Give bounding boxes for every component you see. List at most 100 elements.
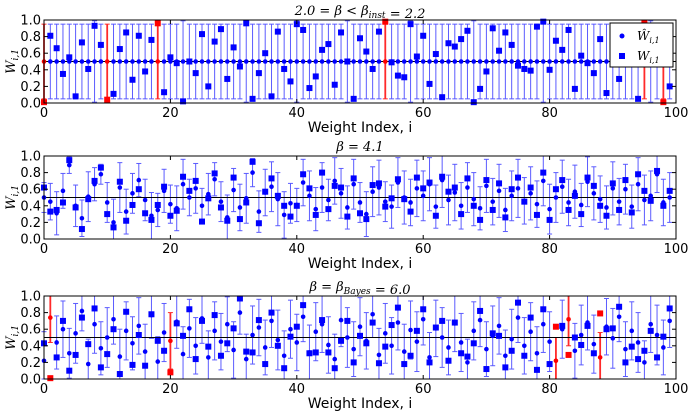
chart-2-true-weight-point-75 [515, 174, 521, 181]
chart-2-estimate-point-90 [610, 186, 616, 191]
chart-3-true-weight-point-61 [426, 359, 433, 366]
chart-2-true-weight-point-21 [173, 207, 180, 214]
chart-3-estimate-point-46 [332, 356, 338, 362]
chart-2-estimate-point-42 [307, 193, 312, 199]
chart-3-true-weight-point-58 [407, 352, 414, 359]
chart-3-estimate-point-30 [231, 347, 236, 353]
chart-2-estimate-point-69 [477, 205, 483, 211]
chart-2-true-weight-point-38 [281, 202, 288, 209]
chart-3-true-weight-point-70 [483, 366, 490, 373]
chart-2-estimate-point-38 [281, 212, 287, 218]
chart-2-true-weight-point-57 [401, 196, 408, 203]
chart-2-true-weight-point-32 [243, 199, 250, 206]
chart-1-estimate-point-49 [351, 59, 356, 64]
chart-2-xlabel: Weight Index, i [308, 256, 413, 272]
chart-3-true-weight-point-39 [287, 333, 294, 340]
chart-2-true-weight-point-20 [167, 212, 174, 219]
chart-2-estimate-point-60 [420, 193, 426, 199]
chart-3-estimate-point-96 [648, 321, 654, 327]
chart-2-ytick-label-3: 0.6 [20, 183, 41, 198]
chart-1-true-weight-point-83 [565, 26, 572, 33]
chart-2-estimate-point-4 [66, 162, 72, 168]
chart-3-true-weight-point-47 [338, 337, 345, 344]
chart-2-true-weight-point-47 [338, 184, 345, 191]
chart-2-true-weight-point-30 [230, 174, 237, 181]
chart-1-true-weight-point-40 [293, 21, 300, 28]
chart-2-estimate-point-94 [635, 181, 641, 187]
chart-2-true-weight-point-71 [489, 206, 496, 213]
chart-2-true-weight-point-78 [533, 211, 540, 218]
chart-2-xtick-label-0: 0 [40, 242, 48, 257]
chart-2-estimate-point-93 [629, 204, 635, 209]
chart-1-estimate-point-44 [319, 59, 325, 64]
chart-1-estimate-point-56 [395, 59, 401, 64]
chart-2-true-weight-point-45 [325, 206, 332, 213]
chart-1-true-weight-point-47 [338, 29, 345, 36]
chart-2-xtick-label-5: 100 [664, 242, 689, 257]
chart-3-estimate-point-73 [503, 353, 508, 359]
chart-2-estimate-point-25 [199, 203, 205, 209]
chart-2-estimate-point-78 [534, 201, 540, 207]
chart-3-true-weight-point-23 [186, 306, 193, 313]
chart-2-estimate-point-3 [60, 188, 66, 194]
chart-3-estimate-point-93 [629, 328, 635, 334]
chart-2-true-weight-point-34 [255, 220, 262, 227]
chart-2-true-weight-point-94 [635, 171, 642, 178]
chart-1-true-weight-point-62 [432, 51, 439, 58]
chart-3-estimate-point-29 [224, 321, 230, 327]
chart-3-true-weight-point-28 [217, 352, 224, 359]
chart-1-estimate-point-16 [142, 59, 148, 64]
chart-3-true-weight-point-78 [533, 366, 540, 373]
chart-2-true-weight-point-82 [559, 177, 566, 184]
chart-2-ytick-label-2: 0.4 [20, 199, 41, 214]
chart-1-true-weight-point-37 [274, 28, 281, 35]
chart-2-estimate-point-58 [408, 200, 413, 205]
chart-3-true-weight-point-42 [306, 350, 313, 357]
chart-2-estimate-point-85 [578, 202, 584, 208]
chart-2-estimate-point-66 [458, 203, 464, 209]
chart-2-title: β = 4.1 [335, 140, 383, 155]
chart-3-estimate-point-31 [237, 310, 243, 315]
chart-1-true-weight-point-75 [515, 62, 521, 69]
chart-1-true-weight-point-30 [230, 44, 237, 51]
chart-2-true-weight-point-25 [199, 218, 205, 225]
chart-1-estimate-point-66 [458, 59, 464, 64]
chart-3-true-weight-point-11 [110, 326, 117, 333]
chart-1-true-weight-point-57 [401, 74, 408, 81]
chart-1-xtick-label-5: 100 [664, 106, 689, 121]
chart-1-estimate-point-36 [269, 59, 274, 64]
chart-2-true-weight-point-52 [369, 182, 376, 189]
chart-1-estimate-point-18 [155, 59, 161, 64]
chart-1-estimate-point-8 [92, 59, 97, 64]
chart-1-true-weight-point-95 [641, 19, 648, 26]
chart-2-true-weight-point-70 [483, 177, 490, 184]
chart-2-estimate-point-51 [364, 211, 369, 217]
chart-3-true-weight-point-43 [312, 349, 319, 356]
chart-2-true-weight-point-65 [451, 184, 458, 191]
chart-2-true-weight-point-83 [565, 206, 572, 213]
chart-1-true-weight-point-10 [104, 96, 111, 103]
chart-1-true-weight-point-17 [148, 36, 155, 43]
chart-3-xlabel: Weight Index, i [308, 396, 413, 412]
chart-3-true-weight-point-52 [369, 319, 376, 326]
chart-2-true-weight-point-16 [142, 210, 149, 217]
chart-3-estimate-point-48 [345, 335, 350, 340]
chart-2-true-weight-point-26 [205, 195, 212, 202]
chart-1-true-weight-point-18 [154, 20, 161, 27]
chart-3-true-weight-point-29 [224, 340, 231, 347]
chart-3-estimate-point-67 [465, 360, 470, 365]
chart-2-true-weight-point-46 [331, 182, 338, 189]
chart-1-true-weight-point-80 [546, 66, 553, 73]
chart-1-estimate-point-12 [117, 59, 123, 64]
chart-3-true-weight-point-25 [199, 317, 205, 324]
chart-1-ytick-label-2: 0.4 [20, 63, 41, 78]
chart-3-axes-frame [43, 295, 677, 380]
chart-2-true-weight-point-67 [464, 175, 471, 182]
chart-3-true-weight-point-16 [142, 362, 149, 369]
chart-2-true-weight-point-39 [287, 213, 294, 220]
chart-1-axes-frame [43, 19, 677, 104]
chart-1-estimate-point-42 [307, 59, 312, 64]
chart-2-estimate-point-70 [484, 183, 489, 189]
chart-2-estimate-point-92 [623, 186, 628, 192]
chart-2-estimate-point-88 [597, 196, 603, 202]
